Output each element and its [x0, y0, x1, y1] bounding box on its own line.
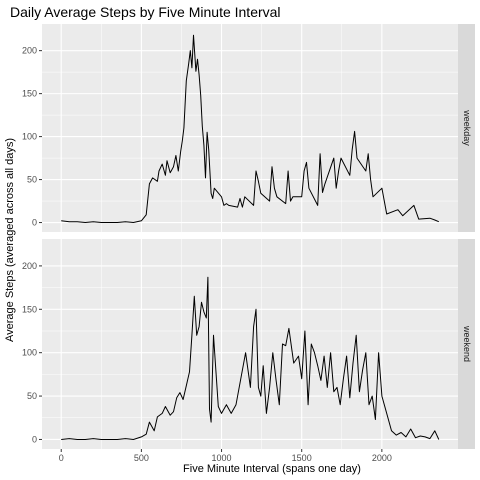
x-tick-label: 500: [134, 453, 149, 463]
facet-panel-weekend: 0 50 100 150 200 weekend: [22, 239, 475, 449]
y-tick-label: 150: [22, 89, 37, 99]
series-line-weekday: [61, 34, 439, 223]
y-tick-label: 100: [22, 132, 37, 142]
x-tick-label: 0: [59, 453, 64, 463]
y-tick-label: 100: [22, 348, 37, 358]
facet-strip: [458, 24, 475, 232]
series-line-weekend: [61, 276, 440, 440]
y-tick-label: 200: [22, 46, 37, 56]
panel-background: [42, 24, 458, 232]
facet-strip: [458, 239, 475, 449]
y-tick-label: 0: [32, 218, 37, 228]
facet-panels: 0 50 100 150 200 weekday 0 50 100 150 200 weekend 0 5…: [22, 24, 475, 463]
x-tick-label: 1500: [292, 453, 312, 463]
chart-title: Daily Average Steps by Five Minute Inter…: [10, 4, 281, 20]
x-tick-label: 1000: [212, 453, 232, 463]
y-tick-label: 200: [22, 261, 37, 271]
facet-strip-label: weekday: [462, 109, 472, 146]
x-axis-title: Five Minute Interval (spans one day): [183, 463, 361, 475]
y-tick-label: 50: [27, 175, 37, 185]
x-tick-label: 2000: [372, 453, 392, 463]
panel-background: [42, 239, 458, 449]
facet-strip-label: weekend: [462, 325, 472, 362]
y-tick-label: 0: [32, 434, 37, 444]
facet-panel-weekday: 0 50 100 150 200 weekday: [22, 24, 475, 232]
y-tick-label: 150: [22, 304, 37, 314]
y-tick-label: 50: [27, 391, 37, 401]
y-axis-title: Average Steps (averaged across all days): [4, 138, 16, 342]
